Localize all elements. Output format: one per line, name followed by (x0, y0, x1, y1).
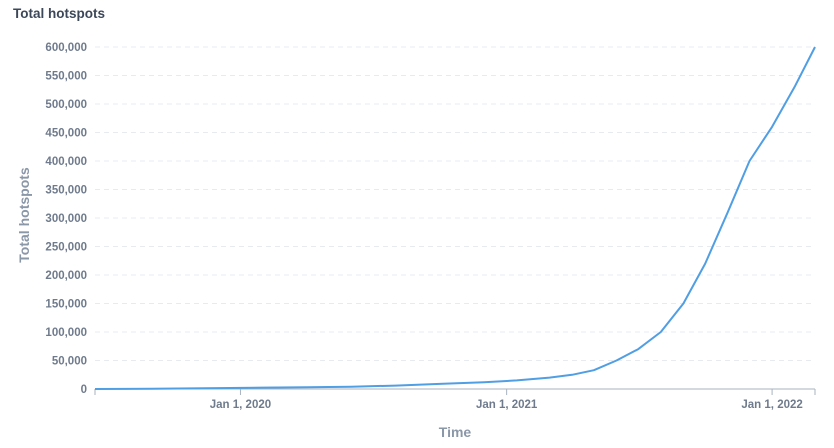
chart-title: Total hotspots (13, 6, 105, 21)
x-axis (94, 388, 816, 395)
x-axis-tick-labels: Jan 1, 2020 Jan 1, 2021 Jan 1, 2022 (210, 399, 803, 411)
gridlines (95, 46, 815, 361)
y-tick-label: 300,000 (45, 213, 87, 225)
series-line[interactable] (94, 46, 816, 390)
y-tick-label: 200,000 (45, 270, 87, 282)
y-tick-label: 550,000 (45, 71, 87, 83)
y-tick-label: 350,000 (45, 185, 87, 197)
y-tick-label: 250,000 (45, 242, 87, 254)
x-axis-label: Time (439, 424, 472, 440)
y-tick-label: 150,000 (45, 299, 87, 311)
x-tick-label: Jan 1, 2022 (741, 399, 802, 411)
x-tick-label: Jan 1, 2021 (476, 399, 538, 411)
y-tick-label: 100,000 (45, 327, 87, 339)
y-tick-label: 500,000 (45, 99, 87, 111)
y-axis-label: Total hotspots (16, 167, 32, 263)
y-tick-label: 400,000 (45, 156, 87, 168)
y-tick-label: 600,000 (45, 42, 87, 54)
y-axis-tick-labels: 0 50,000 100,000 150,000 200,000 250,000 300,0… (45, 42, 87, 396)
x-tick-label: Jan 1, 2020 (210, 399, 271, 411)
y-tick-label: 450,000 (45, 128, 87, 140)
y-tick-label: 0 (81, 384, 87, 396)
y-tick-label: 50,000 (52, 356, 87, 368)
